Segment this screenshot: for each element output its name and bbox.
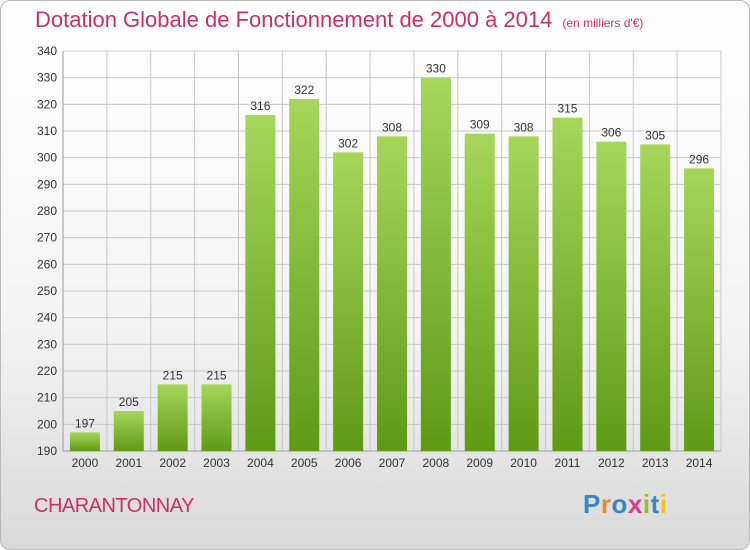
chart-title-text: Dotation Globale de Fonctionnement de 20… [35,7,553,32]
logo-letter: x [627,489,643,519]
y-tick-label: 210 [37,391,57,405]
bar-2014 [684,168,715,452]
bar-2010 [508,136,539,452]
bar-2002 [157,384,188,451]
logo-letter: P [583,489,601,519]
logo-letter: i [659,489,668,519]
x-tick-label: 2004 [247,456,274,470]
logo-letter: i [642,489,651,519]
bar-2004 [245,115,276,451]
x-tick-label: 2008 [423,456,450,470]
proxiti-logo: Proxiti [583,489,667,520]
bar-2009 [464,133,495,451]
x-tick-label: 2013 [642,456,669,470]
data-label: 330 [426,62,446,76]
y-tick-label: 250 [37,284,57,298]
y-tick-label: 300 [37,151,57,165]
x-tick-label: 2003 [203,456,230,470]
data-label: 308 [382,120,402,134]
x-tick-label: 2002 [159,456,186,470]
y-tick-label: 200 [37,417,57,431]
y-tick-label: 230 [37,337,57,351]
data-label: 197 [75,416,95,430]
y-tick-label: 340 [37,44,57,58]
logo-letter: o [611,489,628,519]
x-tick-label: 2005 [291,456,318,470]
data-label: 215 [163,368,183,382]
x-tick-label: 2000 [72,456,99,470]
y-tick-label: 310 [37,124,57,138]
data-label: 322 [294,83,314,97]
data-label: 309 [470,118,490,132]
data-label: 302 [338,136,358,150]
axes: 190 200 210 220 230 240 250 260 270 280 290 300 310 3… [37,44,721,470]
y-tick-label: 330 [37,71,57,85]
x-tick-label: 2014 [686,456,713,470]
data-label: 215 [207,368,227,382]
bar-2008 [420,77,451,452]
data-label: 205 [119,395,139,409]
data-label: 296 [689,152,709,166]
bar-2000 [69,432,100,451]
data-label: 315 [557,102,577,116]
y-tick-label: 270 [37,231,57,245]
logo-letter: r [600,489,612,519]
x-tick-label: 2006 [335,456,362,470]
bars [69,77,715,452]
bar-2013 [640,144,671,452]
x-tick-label: 2009 [466,456,493,470]
x-tick-label: 2010 [510,456,537,470]
bar-2006 [333,152,364,452]
bar-2007 [377,136,407,452]
x-tick-label: 2001 [115,456,142,470]
x-tick-label: 2007 [379,456,406,470]
data-label: 305 [645,128,665,142]
y-tick-label: 220 [37,364,57,378]
data-label: 306 [601,126,621,140]
bar-2003 [201,384,232,451]
bar-2012 [596,141,627,451]
commune-name: CHARANTONNAY [34,495,194,517]
y-tick-label: 260 [37,257,57,271]
data-label: 316 [250,99,270,113]
y-tick-label: 240 [37,311,57,325]
bar-2011 [552,117,583,452]
bar-2005 [289,99,320,451]
y-tick-label: 190 [37,444,57,458]
data-labels: 197 205 215 215 316 322 302 308 330 309 308 315 306 3… [75,62,709,431]
y-tick-label: 290 [37,177,57,191]
chart-title: Dotation Globale de Fonctionnement de 20… [35,7,643,33]
unit-label: (en milliers d'€) [562,16,644,30]
x-tick-label: 2012 [598,456,625,470]
data-label: 308 [514,120,534,134]
logo-letter: t [650,489,660,519]
y-tick-label: 320 [37,97,57,111]
bar-2001 [113,411,144,451]
x-tick-label: 2011 [555,456,581,470]
y-tick-label: 280 [37,204,57,218]
